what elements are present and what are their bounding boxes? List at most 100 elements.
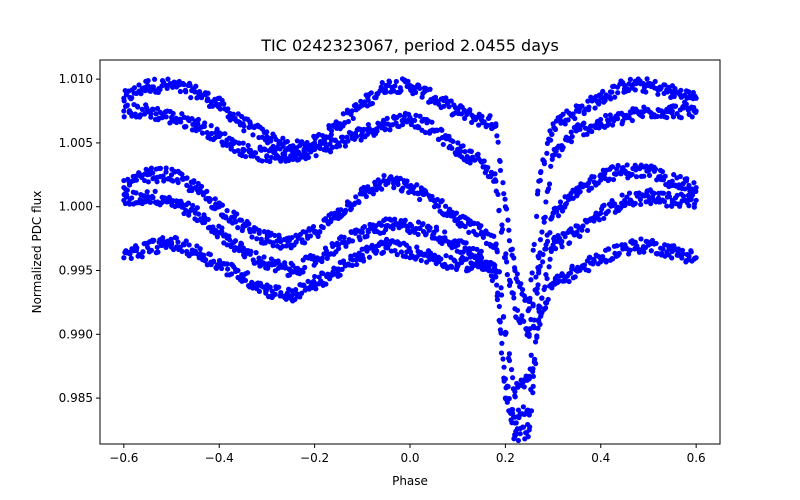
- data-point: [560, 111, 566, 117]
- data-point: [669, 255, 675, 261]
- y-axis: 0.985 0.990 0.995 1.000 1.005 1.010: [59, 72, 100, 405]
- y-tick-label: 0.985: [59, 391, 93, 405]
- data-point: [664, 114, 670, 121]
- data-point: [303, 229, 309, 235]
- data-point: [566, 278, 572, 285]
- data-point: [370, 191, 376, 197]
- data-point: [263, 288, 269, 294]
- data-point: [559, 208, 566, 214]
- data-point: [577, 233, 583, 239]
- data-point: [404, 249, 410, 255]
- data-point: [633, 174, 640, 180]
- data-point: [236, 140, 242, 146]
- data-point: [397, 112, 403, 118]
- data-point: [300, 269, 306, 275]
- data-point: [246, 221, 252, 227]
- x-tick-label: −0.4: [205, 451, 234, 465]
- data-point: [502, 196, 508, 202]
- data-point: [560, 144, 566, 150]
- data-point: [612, 94, 618, 100]
- data-point: [155, 249, 161, 255]
- data-point: [589, 128, 595, 135]
- data-point: [313, 286, 319, 292]
- data-point: [692, 93, 698, 99]
- data-point: [479, 113, 485, 119]
- data-point: [680, 193, 687, 199]
- data-point: [601, 215, 607, 222]
- data-point: [262, 240, 268, 246]
- data-point: [378, 222, 385, 228]
- data-point: [210, 259, 217, 265]
- data-point: [484, 122, 491, 128]
- data-point: [692, 255, 698, 261]
- data-point: [627, 247, 633, 253]
- data-point: [497, 327, 504, 333]
- data-point: [435, 203, 442, 209]
- data-point: [499, 222, 505, 228]
- data-point: [506, 238, 513, 244]
- data-point: [680, 251, 686, 257]
- data-point: [224, 208, 230, 214]
- data-point: [500, 180, 506, 186]
- data-point: [627, 76, 633, 82]
- data-point: [525, 308, 531, 314]
- data-point: [343, 243, 349, 249]
- data-point: [517, 431, 523, 437]
- data-point: [399, 122, 406, 128]
- data-point: [423, 231, 429, 237]
- data-point: [307, 233, 314, 239]
- data-point: [629, 171, 635, 177]
- data-point: [671, 172, 677, 178]
- data-point: [475, 151, 481, 157]
- data-point: [357, 191, 363, 197]
- data-point: [538, 168, 544, 175]
- data-point: [532, 356, 538, 362]
- data-point: [542, 305, 549, 311]
- data-point: [463, 256, 469, 262]
- data-point: [402, 217, 408, 223]
- y-tick-label: 1.005: [59, 136, 93, 150]
- data-point: [498, 292, 505, 298]
- data-point: [591, 218, 597, 224]
- data-point: [219, 229, 225, 235]
- data-point: [225, 106, 231, 112]
- data-point: [521, 318, 527, 324]
- data-point: [527, 424, 533, 430]
- data-point: [415, 231, 421, 237]
- data-point: [440, 141, 446, 148]
- data-point: [232, 238, 239, 244]
- data-point: [495, 139, 501, 145]
- data-point: [154, 105, 161, 112]
- data-point: [506, 357, 513, 364]
- data-point: [474, 232, 480, 238]
- data-point: [496, 303, 502, 310]
- data-point: [537, 177, 543, 184]
- data-point: [530, 383, 536, 389]
- data-point: [197, 246, 203, 252]
- data-point: [485, 164, 491, 171]
- data-point: [652, 166, 659, 172]
- data-point: [405, 78, 411, 84]
- data-point: [600, 253, 606, 260]
- data-point: [691, 180, 697, 186]
- data-point: [453, 210, 460, 216]
- x-tick-label: −0.2: [300, 451, 329, 465]
- data-point: [334, 240, 340, 246]
- data-point: [259, 158, 265, 164]
- data-point: [374, 248, 380, 254]
- data-point: [526, 412, 532, 418]
- data-point: [537, 237, 544, 243]
- data-point: [528, 277, 534, 283]
- data-point: [460, 143, 466, 149]
- y-tick-label: 0.995: [59, 263, 93, 277]
- data-point: [329, 144, 336, 150]
- data-point: [403, 254, 409, 260]
- data-point: [124, 102, 130, 108]
- data-point: [573, 128, 579, 134]
- data-point: [197, 188, 204, 194]
- data-point: [541, 286, 547, 293]
- data-point: [133, 177, 140, 183]
- data-point: [586, 107, 592, 113]
- data-point: [301, 146, 307, 153]
- data-point: [121, 98, 127, 104]
